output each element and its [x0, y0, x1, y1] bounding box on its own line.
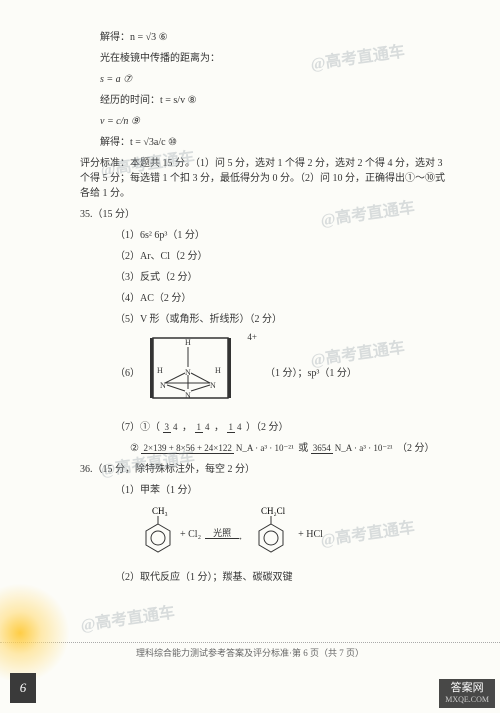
text: 36.（15 分，除特殊标注外，每空 2 分） [80, 464, 255, 475]
fraction-expr: 3654N_A · a³ · 10⁻²¹ [311, 442, 395, 456]
grading-criteria: 评分标准：本题共 15 分。（1）问 5 分，选对 1 个得 2 分，选对 2 … [80, 156, 450, 201]
text: （1）6s² 6p³（1 分） [115, 230, 205, 241]
page-footer: 理科综合能力测试参考答案及评分标准·第 6 页（共 7 页） [0, 642, 500, 659]
fraction: 14 [195, 421, 212, 435]
corner-sub: MXQE.COM [445, 695, 489, 705]
q35-part: （3）反式（2 分） [115, 270, 450, 285]
text: 评分标准：本题共 15 分。（1）问 5 分，选对 1 个得 2 分，选对 2 … [80, 158, 445, 199]
text: 解得：t = √3a/c ⑩ [100, 137, 177, 148]
q36-part-2: （2）取代反应（1 分）；羰基、碳碳双键 [115, 570, 450, 585]
charge: 4+ [247, 331, 257, 345]
solution-line: 光在棱镜中传播的距离为： [100, 51, 450, 66]
q35-part-6: （6） H N N N N H H 4+ [115, 333, 450, 414]
comma: ， [214, 422, 224, 433]
text: （3）反式（2 分） [115, 272, 198, 283]
formula-line: v = c/n ⑨ [100, 114, 450, 129]
question-35: 35.（15 分） [80, 207, 450, 222]
fraction: 34 [163, 421, 180, 435]
q35-part: （1）6s² 6p³（1 分） [115, 228, 450, 243]
ammonia-complex-svg: H N N N N H H [145, 333, 245, 403]
text: 解得：n = √3 ⑥ [100, 32, 168, 43]
or: 或 [298, 443, 308, 454]
text: （5）V 形（或角形、折线形）（2 分） [115, 314, 282, 325]
text: （2）Ar、Cl（2 分） [115, 251, 208, 262]
ch2cl-label: CH₂Cl [261, 506, 286, 516]
corner-main: 答案网 [445, 682, 489, 695]
svg-text:H: H [215, 366, 221, 375]
footer-text: 理科综合能力测试参考答案及评分标准·第 6 页（共 7 页） [136, 648, 364, 658]
text: 光在棱镜中传播的距离为： [100, 53, 220, 64]
watermark-text: @高考直通车 [79, 599, 176, 636]
fraction-expr: 2×139 + 8×56 + 24×122N_A · a³ · 10⁻²¹ [141, 442, 295, 456]
plus-reagent: + Cl₂ [180, 527, 201, 542]
svg-text:H: H [157, 366, 163, 375]
exam-page: 解得：n = √3 ⑥ 光在棱镜中传播的距离为： s = a ⑦ 经历的时间：t… [0, 0, 500, 713]
q35-part-7b: ② 2×139 + 8×56 + 24×122N_A · a³ · 10⁻²¹ … [130, 441, 450, 456]
text: （4）AC（2 分） [115, 293, 191, 304]
q36-part: （1）甲苯（1 分） [115, 483, 450, 498]
prefix: （6） [115, 366, 140, 381]
page-number-badge: 6 [10, 673, 36, 703]
svg-text:N: N [160, 381, 166, 390]
text: （1）甲苯（1 分） [115, 485, 198, 496]
svg-text:N: N [210, 381, 216, 390]
solution-line: 解得：n = √3 ⑥ [100, 30, 450, 45]
page-number: 6 [20, 680, 27, 696]
text: （2）取代反应（1 分）；羰基、碳碳双键 [115, 572, 293, 583]
svg-text:H: H [185, 338, 191, 347]
svg-text:N: N [185, 391, 191, 400]
plus-product: + HCl [298, 527, 323, 542]
fraction: 14 [227, 421, 244, 435]
reaction-equation: CH₃ + Cl₂ 光照 → CH₂Cl + HCl [130, 504, 450, 564]
q35-part: （4）AC（2 分） [115, 291, 450, 306]
solution-line: 经历的时间：t = s/v ⑧ [100, 93, 450, 108]
suffix: ）（2 分） [246, 422, 289, 433]
text: s = a ⑦ [100, 74, 132, 85]
q35-part: （5）V 形（或角形、折线形）（2 分） [115, 312, 450, 327]
corner-watermark: 答案网 MXQE.COM [439, 679, 495, 708]
q35-part: （2）Ar、Cl（2 分） [115, 249, 450, 264]
suffix: （2 分） [397, 443, 435, 454]
toluene-structure: CH₃ [130, 504, 180, 564]
formula-line: s = a ⑦ [100, 72, 450, 87]
text: 35.（15 分） [80, 209, 135, 220]
benzyl-chloride-structure: CH₂Cl [243, 504, 298, 564]
molecular-diagram: H N N N N H H 4+ [145, 333, 245, 408]
q35-part-7a: （7）①（ 34 ， 14 ， 14 ）（2 分） [115, 420, 450, 435]
comma: ， [182, 422, 192, 433]
solution-line: 解得：t = √3a/c ⑩ [100, 135, 450, 150]
ch3-label: CH₃ [152, 506, 168, 516]
prefix: （7）①（ [115, 422, 160, 433]
question-36: 36.（15 分，除特殊标注外，每空 2 分） [80, 462, 450, 477]
text: v = c/n ⑨ [100, 116, 140, 127]
suffix: （1 分）；sp³（1 分） [265, 366, 357, 381]
prefix: ② [130, 443, 139, 454]
reaction-arrow: 光照 → [205, 527, 239, 541]
text: 经历的时间：t = s/v ⑧ [100, 95, 197, 106]
